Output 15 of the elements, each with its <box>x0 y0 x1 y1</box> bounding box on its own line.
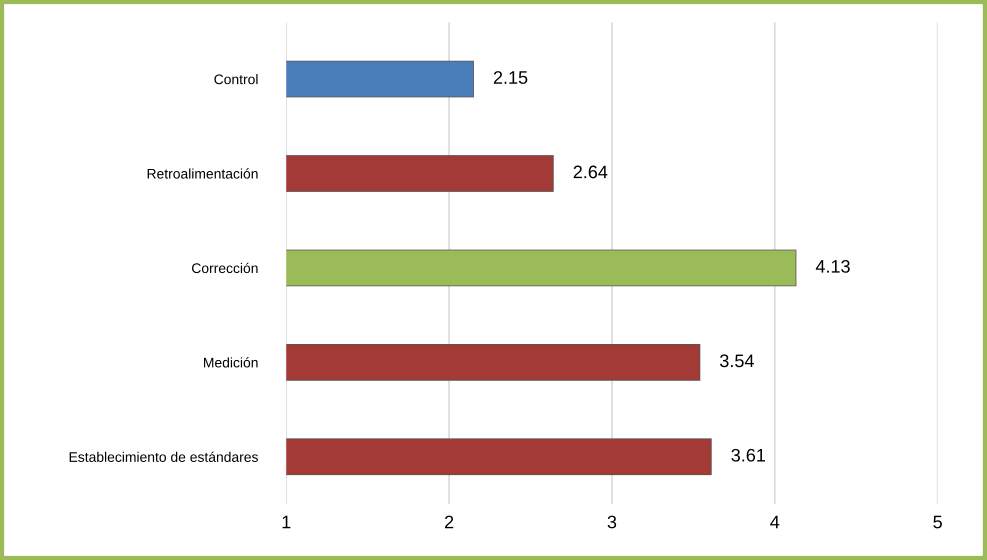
y-tick-label: Medición <box>204 357 258 368</box>
x-tick-label: 5 <box>933 516 942 528</box>
data-label: 4.13 <box>816 260 850 273</box>
y-tick-label: Retroalimentación <box>148 168 258 179</box>
x-tick-label: 2 <box>444 516 454 528</box>
x-tick-label: 4 <box>770 516 780 528</box>
data-label: 3.54 <box>720 354 754 368</box>
y-tick-label: Establecimiento de estándares <box>70 452 258 462</box>
data-label: 3.61 <box>731 448 765 462</box>
data-label: 2.64 <box>574 166 608 178</box>
y-tick-label: Control <box>214 74 258 84</box>
x-tick-label: 3 <box>608 516 616 528</box>
y-tick-label: Corrección <box>192 262 258 274</box>
data-label: 2.15 <box>494 71 528 84</box>
x-tick-label: 1 <box>282 516 290 528</box>
